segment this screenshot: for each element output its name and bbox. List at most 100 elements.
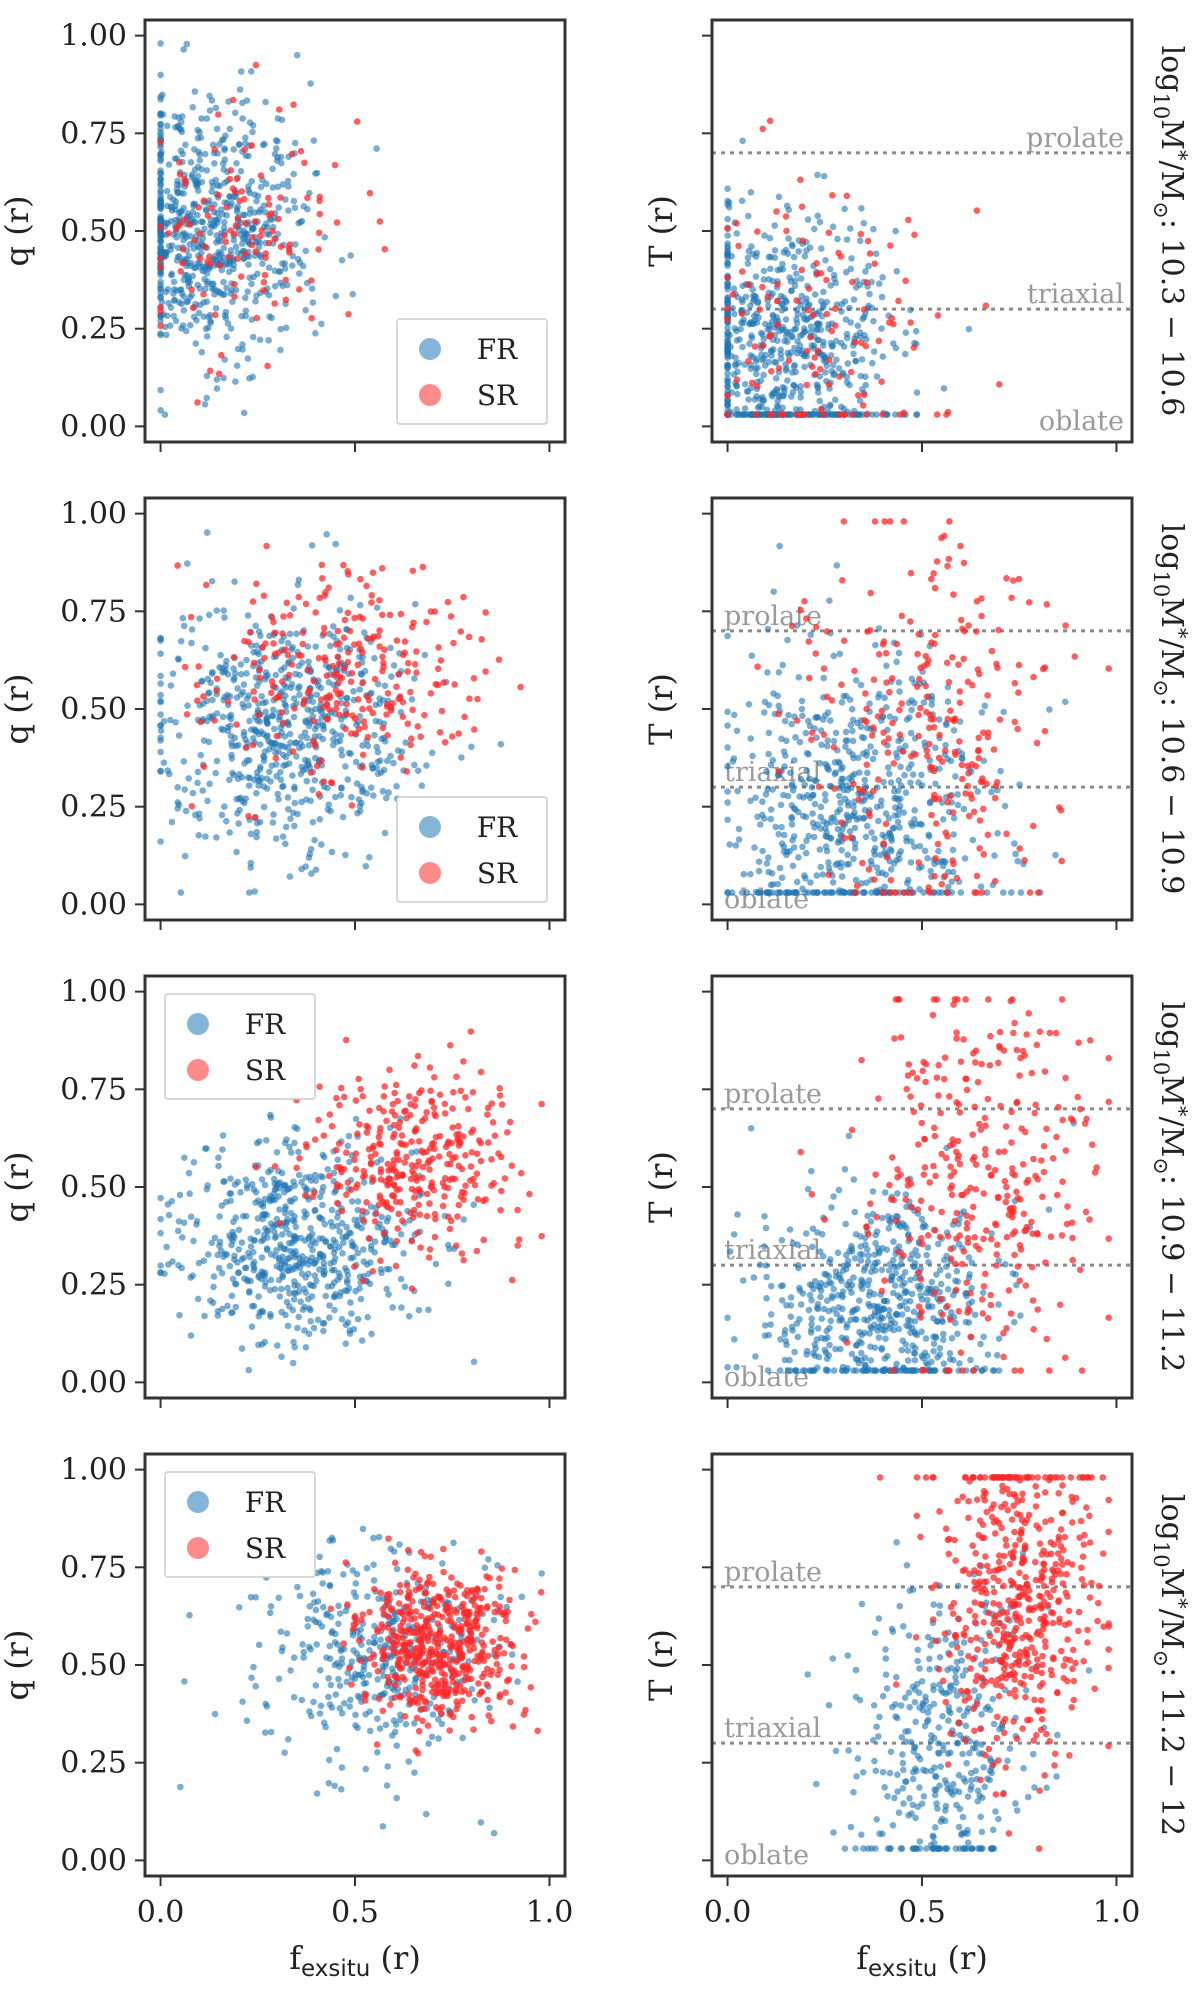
data-point: [278, 709, 286, 716]
data-point: [236, 86, 244, 93]
data-point: [441, 739, 449, 746]
data-point: [219, 1146, 226, 1153]
data-point: [301, 1183, 308, 1191]
data-point: [941, 532, 948, 540]
data-point: [958, 761, 966, 769]
data-point: [157, 727, 165, 734]
data-point: [886, 830, 894, 838]
data-point: [431, 1233, 439, 1241]
data-point: [927, 715, 935, 723]
data-point: [829, 192, 836, 199]
data-point: [157, 1215, 164, 1223]
data-point: [724, 763, 731, 770]
data-point: [322, 694, 330, 701]
data-point: [231, 1181, 239, 1188]
data-point: [253, 197, 260, 205]
data-point: [375, 1201, 383, 1209]
mass-bin-label-row2: log10M*/M⊙: 10.6 − 10.9: [1149, 524, 1191, 895]
data-point: [157, 138, 164, 146]
data-point: [326, 1243, 334, 1250]
data-point: [388, 1205, 395, 1213]
data-point: [903, 1305, 911, 1313]
data-point: [337, 784, 345, 791]
data-point: [509, 1276, 516, 1284]
data-point: [846, 381, 853, 389]
data-point: [223, 1251, 231, 1258]
data-point: [800, 352, 808, 360]
data-point: [900, 518, 908, 525]
data-point: [819, 871, 827, 878]
data-point: [221, 803, 228, 810]
data-point: [823, 362, 831, 370]
data-point: [938, 880, 946, 888]
data-point: [844, 360, 852, 367]
data-point: [157, 187, 164, 194]
data-point: [1011, 718, 1019, 726]
data-point: [174, 562, 181, 569]
data-point: [497, 740, 505, 748]
data-point: [798, 292, 806, 300]
data-point: [310, 1324, 318, 1332]
data-point: [157, 386, 164, 394]
data-point: [412, 600, 419, 608]
data-point: [759, 125, 767, 133]
data-point: [859, 315, 866, 323]
data-point: [335, 711, 343, 719]
data-point: [911, 231, 918, 239]
data-point: [778, 1236, 786, 1244]
data-point: [338, 1207, 346, 1215]
data-point: [252, 1163, 260, 1171]
data-point: [390, 759, 397, 767]
data-point: [271, 235, 278, 242]
data-point: [303, 734, 311, 742]
data-point: [732, 360, 739, 368]
data-point: [799, 712, 806, 720]
data-point: [928, 701, 936, 708]
data-point: [371, 1249, 378, 1256]
data-point: [321, 624, 328, 632]
data-point: [381, 245, 389, 253]
data-point: [397, 1275, 405, 1283]
data-point: [348, 793, 355, 801]
data-point: [362, 862, 370, 870]
data-point: [724, 788, 731, 795]
data-point: [508, 1162, 516, 1169]
data-point: [363, 1261, 371, 1268]
data-point: [213, 675, 221, 682]
data-point: [905, 876, 912, 884]
data-point: [802, 813, 810, 821]
data-point: [834, 1249, 842, 1257]
data-point: [238, 188, 246, 195]
data-point: [296, 671, 304, 679]
data-point: [775, 193, 783, 201]
data-point: [765, 729, 773, 737]
data-point: [364, 1313, 372, 1321]
data-point: [179, 150, 186, 158]
data-point: [830, 371, 837, 379]
data-point: [308, 277, 315, 284]
data-point: [902, 329, 910, 337]
data-point: [354, 661, 362, 669]
data-point: [195, 1259, 203, 1267]
data-point: [826, 1341, 833, 1349]
data-point: [228, 1241, 235, 1249]
data-point: [786, 1226, 794, 1233]
data-point: [269, 184, 277, 191]
data-point: [879, 831, 886, 839]
data-point: [886, 319, 893, 326]
data-point: [782, 1337, 790, 1345]
data-point: [376, 627, 383, 634]
data-point: [256, 239, 264, 246]
data-point: [412, 1096, 419, 1103]
data-point: [411, 675, 418, 682]
data-point: [289, 1306, 297, 1314]
data-point: [267, 1220, 275, 1227]
data-point: [244, 288, 251, 296]
data-point: [263, 180, 270, 188]
data-point: [275, 204, 283, 211]
data-point: [817, 326, 825, 334]
data-point: [271, 282, 279, 290]
data-point: [473, 1247, 481, 1255]
data-point: [338, 699, 345, 707]
